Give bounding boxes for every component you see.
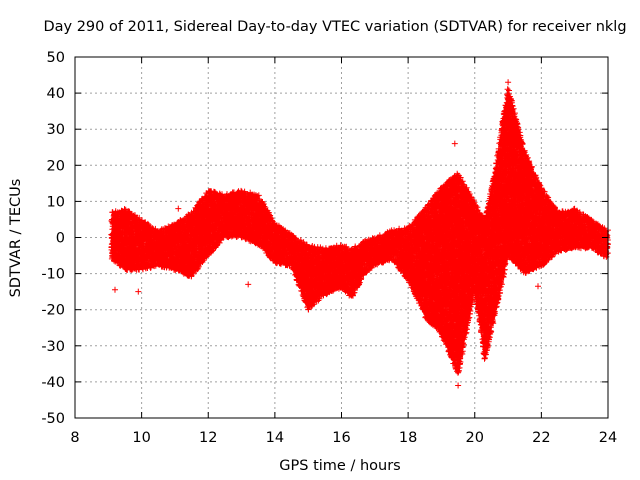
- chart-title: Day 290 of 2011, Sidereal Day-to-day VTE…: [43, 19, 626, 35]
- data-points: [108, 79, 611, 389]
